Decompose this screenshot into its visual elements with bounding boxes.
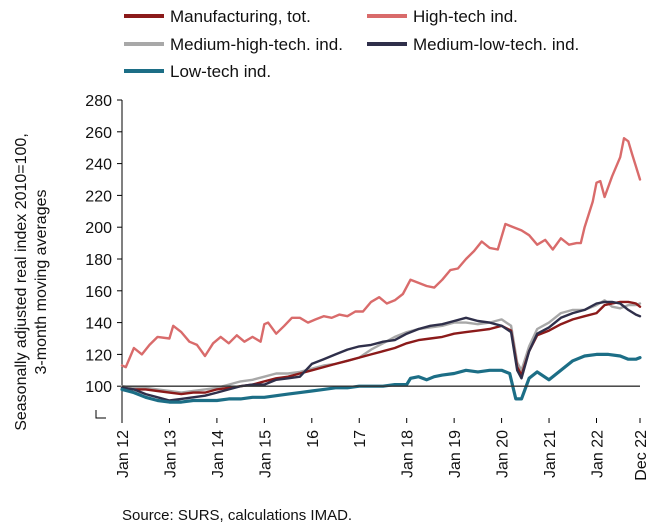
y-axis-title-line-1: Seasonally adjusted real index 2010=100, bbox=[13, 133, 30, 431]
x-tick-label-jan-13: Jan 13 bbox=[162, 430, 179, 478]
source-note: Source: SURS, calculations IMAD. bbox=[122, 507, 353, 524]
y-tick-label-220: 220 bbox=[85, 188, 112, 205]
y-tick-label-240: 240 bbox=[85, 157, 112, 174]
legend-label-low-tech-ind: Low-tech ind. bbox=[170, 62, 271, 81]
x-tick-label-jan-22: Jan 22 bbox=[589, 430, 606, 478]
series-line-medium-high-tech-ind bbox=[120, 299, 642, 394]
series-line-low-tech-ind bbox=[120, 352, 642, 404]
y-tick-label-160: 160 bbox=[85, 284, 112, 301]
series-line-medium-low-tech-ind bbox=[120, 300, 642, 402]
legend-label-high-tech-ind: High-tech ind. bbox=[413, 7, 518, 26]
y-tick-label-140: 140 bbox=[85, 316, 112, 333]
plot-area bbox=[120, 137, 642, 404]
y-tick-label-120: 120 bbox=[85, 347, 112, 364]
y-tick-label-100: 100 bbox=[85, 379, 112, 396]
axis-break-mark bbox=[95, 410, 106, 419]
x-axis: Jan 12 Jan 13 Jan 14 Jan 15 16 17 Jan 18 Jan 19… bbox=[115, 418, 650, 481]
x-tick-label-dec-22: Dec 22 bbox=[633, 430, 650, 481]
y-tick-label-260: 260 bbox=[85, 125, 112, 142]
y-axis-title-line-2: 3-month moving averages bbox=[33, 190, 50, 375]
y-axis: 100 120 140 160 180 200 220 240 260 280 bbox=[85, 93, 123, 419]
y-tick-label-280: 280 bbox=[85, 93, 112, 110]
y-tick-label-200: 200 bbox=[85, 220, 112, 237]
x-tick-label-jan-14: Jan 14 bbox=[210, 430, 227, 478]
x-tick-label-17: 17 bbox=[352, 430, 369, 448]
x-tick-label-jan-20: Jan 20 bbox=[495, 430, 512, 478]
chart-legend: Manufacturing, tot. High-tech ind. Medium-… bbox=[124, 7, 579, 81]
x-tick-label-jan-15: Jan 15 bbox=[257, 430, 274, 478]
legend-label-medium-low-tech-ind: Medium-low-tech. ind. bbox=[413, 35, 579, 54]
x-tick-label-16: 16 bbox=[305, 430, 322, 448]
legend-label-medium-high-tech-ind: Medium-high-tech. ind. bbox=[170, 35, 343, 54]
legend-label-manufacturing-tot: Manufacturing, tot. bbox=[170, 7, 311, 26]
y-tick-label-180: 180 bbox=[85, 252, 112, 269]
series-line-manufacturing-tot bbox=[120, 300, 642, 396]
x-tick-label-jan-21: Jan 21 bbox=[542, 430, 559, 478]
x-tick-label-jan-18: Jan 18 bbox=[400, 430, 417, 478]
x-tick-label-jan-12: Jan 12 bbox=[115, 430, 132, 478]
x-tick-label-jan-19: Jan 19 bbox=[447, 430, 464, 478]
series-line-high-tech-ind bbox=[120, 137, 642, 369]
